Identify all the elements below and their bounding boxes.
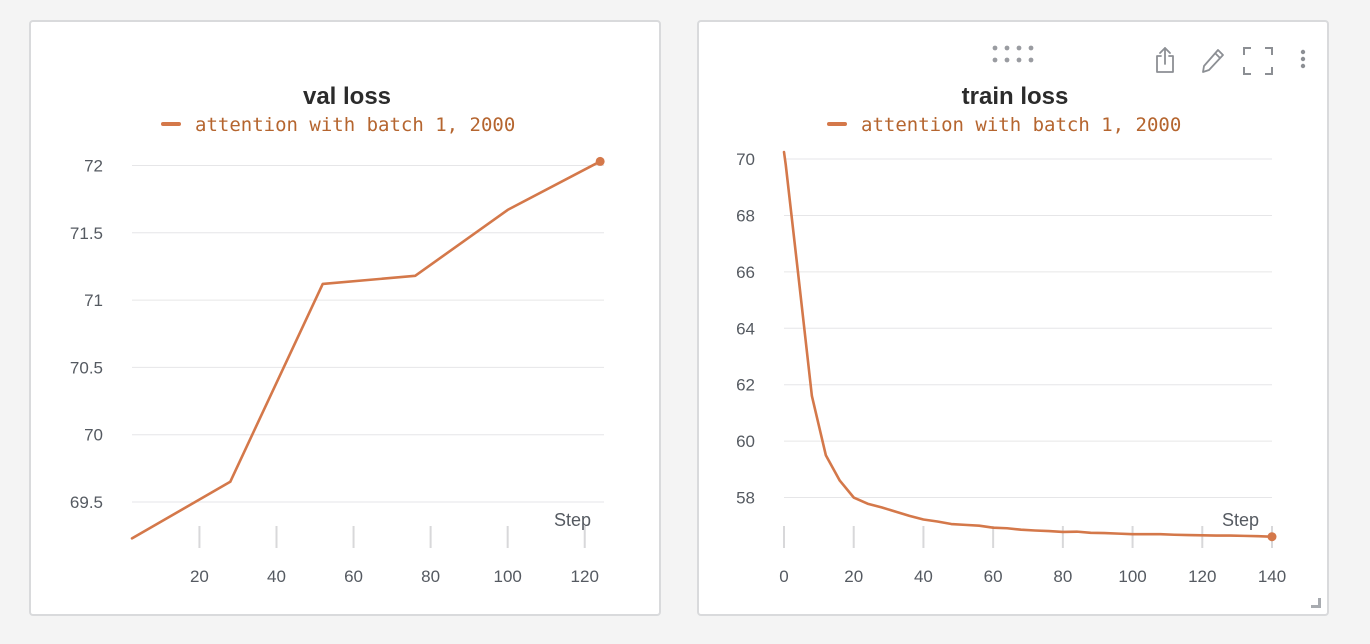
y-tick-label: 71 bbox=[84, 291, 103, 310]
share-icon[interactable] bbox=[1153, 46, 1177, 74]
legend: attention with batch 1, 2000 bbox=[161, 114, 515, 136]
resize-handle-icon[interactable] bbox=[1311, 598, 1321, 608]
series-line bbox=[782, 150, 1274, 539]
y-tick-label: 70 bbox=[736, 150, 755, 169]
train-loss-chart: train loss attention with batch 1, 2000 58… bbox=[736, 83, 1286, 586]
x-tick-label: 0 bbox=[779, 567, 788, 586]
val-loss-chart: val loss attention with batch 1, 2000 69.5… bbox=[70, 83, 605, 586]
x-tick-label: 40 bbox=[267, 567, 286, 586]
y-tick-label: 70 bbox=[84, 426, 103, 445]
series-end-point bbox=[595, 156, 605, 166]
y-tick-label: 60 bbox=[736, 432, 755, 451]
x-tick-label: 60 bbox=[344, 567, 363, 586]
chart-title: train loss bbox=[962, 83, 1069, 110]
legend-label: attention with batch 1, 2000 bbox=[195, 114, 515, 136]
y-tick-label: 58 bbox=[736, 489, 755, 508]
train-loss-panel: train loss attention with batch 1, 2000 58… bbox=[697, 20, 1329, 616]
x-tick-label: 120 bbox=[1188, 567, 1216, 586]
x-tick-label: 100 bbox=[1118, 567, 1146, 586]
y-tick-label: 71.5 bbox=[70, 224, 103, 243]
y-tick-label: 70.5 bbox=[70, 358, 103, 377]
y-tick-label: 64 bbox=[736, 319, 755, 338]
x-axis-label: Step bbox=[1222, 510, 1259, 530]
series-line bbox=[130, 160, 602, 540]
y-tick-label: 66 bbox=[736, 263, 755, 282]
x-axis-label: Step bbox=[554, 510, 591, 530]
drag-handle-icon[interactable] bbox=[991, 44, 1041, 66]
y-tick-label: 68 bbox=[736, 206, 755, 225]
y-tick-label: 72 bbox=[84, 156, 103, 175]
x-tick-label: 140 bbox=[1258, 567, 1286, 586]
legend: attention with batch 1, 2000 bbox=[827, 114, 1181, 136]
val-loss-panel: val loss attention with batch 1, 2000 69.5… bbox=[29, 20, 661, 616]
legend-label: attention with batch 1, 2000 bbox=[861, 114, 1181, 136]
x-tick-label: 80 bbox=[421, 567, 440, 586]
fullscreen-icon[interactable] bbox=[1242, 46, 1274, 76]
y-tick-label: 62 bbox=[736, 376, 755, 395]
x-tick-label: 120 bbox=[571, 567, 599, 586]
series-end-point bbox=[1267, 532, 1277, 542]
x-tick-label: 20 bbox=[844, 567, 863, 586]
x-tick-label: 60 bbox=[984, 567, 1003, 586]
more-options-icon[interactable] bbox=[1299, 48, 1307, 72]
x-tick-label: 100 bbox=[493, 567, 521, 586]
edit-pencil-icon[interactable] bbox=[1199, 46, 1225, 74]
x-tick-label: 20 bbox=[190, 567, 209, 586]
y-tick-label: 69.5 bbox=[70, 493, 103, 512]
x-tick-label: 40 bbox=[914, 567, 933, 586]
x-tick-label: 80 bbox=[1053, 567, 1072, 586]
chart-title: val loss bbox=[303, 83, 391, 110]
